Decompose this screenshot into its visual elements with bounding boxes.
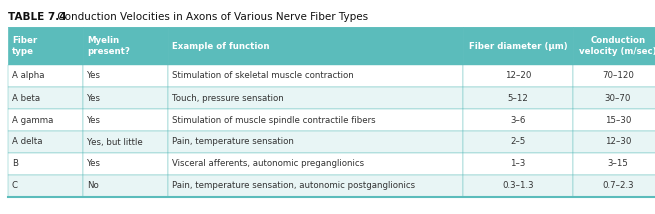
Text: Example of function: Example of function — [172, 42, 269, 51]
Bar — [8, 153, 83, 175]
Text: Fiber: Fiber — [12, 36, 37, 45]
Text: 2–5: 2–5 — [510, 138, 526, 147]
Text: B: B — [12, 159, 18, 168]
Bar — [8, 109, 83, 131]
Text: type: type — [12, 47, 34, 56]
Bar — [573, 175, 655, 197]
Bar — [83, 65, 168, 87]
Bar — [8, 87, 83, 109]
Text: Stimulation of skeletal muscle contraction: Stimulation of skeletal muscle contracti… — [172, 71, 354, 80]
Bar — [463, 153, 573, 175]
Text: 0.7–2.3: 0.7–2.3 — [602, 181, 634, 190]
Bar — [168, 109, 463, 131]
Bar — [573, 87, 655, 109]
Bar — [168, 65, 463, 87]
Bar — [463, 109, 573, 131]
Text: Yes: Yes — [87, 116, 101, 125]
Text: Yes, but little: Yes, but little — [87, 138, 143, 147]
Bar — [83, 27, 168, 65]
Text: 1–3: 1–3 — [510, 159, 526, 168]
Text: Stimulation of muscle spindle contractile fibers: Stimulation of muscle spindle contractil… — [172, 116, 375, 125]
Text: A beta: A beta — [12, 94, 40, 103]
Bar — [83, 153, 168, 175]
Bar — [8, 175, 83, 197]
Bar — [168, 175, 463, 197]
Text: present?: present? — [87, 47, 130, 56]
Text: 0.3–1.3: 0.3–1.3 — [502, 181, 534, 190]
Text: Yes: Yes — [87, 94, 101, 103]
Bar — [83, 175, 168, 197]
Text: A alpha: A alpha — [12, 71, 45, 80]
Text: Myelin: Myelin — [87, 36, 119, 45]
Bar — [463, 87, 573, 109]
Bar — [573, 153, 655, 175]
Text: A gamma: A gamma — [12, 116, 53, 125]
Text: Conduction Velocities in Axons of Various Nerve Fiber Types: Conduction Velocities in Axons of Variou… — [54, 12, 368, 22]
Text: 15–30: 15–30 — [605, 116, 631, 125]
Bar — [83, 109, 168, 131]
Text: 3–6: 3–6 — [510, 116, 526, 125]
Text: No: No — [87, 181, 99, 190]
Bar — [573, 109, 655, 131]
Text: 3–15: 3–15 — [608, 159, 628, 168]
Text: velocity (m/sec): velocity (m/sec) — [579, 47, 655, 56]
Bar — [573, 65, 655, 87]
Text: Fiber diameter (μm): Fiber diameter (μm) — [469, 42, 567, 51]
Text: TABLE 7.4: TABLE 7.4 — [8, 12, 67, 22]
Bar — [168, 153, 463, 175]
Bar — [463, 175, 573, 197]
Text: A delta: A delta — [12, 138, 43, 147]
Bar — [8, 131, 83, 153]
Bar — [573, 27, 655, 65]
Bar — [168, 131, 463, 153]
Text: Visceral afferents, autonomic preganglionics: Visceral afferents, autonomic preganglio… — [172, 159, 364, 168]
Bar — [573, 131, 655, 153]
Bar — [8, 65, 83, 87]
Text: 12–20: 12–20 — [505, 71, 531, 80]
Bar — [83, 87, 168, 109]
Bar — [168, 87, 463, 109]
Bar — [463, 65, 573, 87]
Text: Conduction: Conduction — [590, 36, 646, 45]
Bar — [83, 131, 168, 153]
Text: 5–12: 5–12 — [508, 94, 529, 103]
Bar — [8, 27, 83, 65]
Bar — [463, 27, 573, 65]
Text: Pain, temperature sensation: Pain, temperature sensation — [172, 138, 294, 147]
Text: 30–70: 30–70 — [605, 94, 631, 103]
Text: Touch, pressure sensation: Touch, pressure sensation — [172, 94, 284, 103]
Bar — [463, 131, 573, 153]
Text: Pain, temperature sensation, autonomic postganglionics: Pain, temperature sensation, autonomic p… — [172, 181, 415, 190]
Text: Yes: Yes — [87, 71, 101, 80]
Bar — [168, 27, 463, 65]
Text: C: C — [12, 181, 18, 190]
Text: 70–120: 70–120 — [602, 71, 634, 80]
Text: 12–30: 12–30 — [605, 138, 631, 147]
Text: Yes: Yes — [87, 159, 101, 168]
